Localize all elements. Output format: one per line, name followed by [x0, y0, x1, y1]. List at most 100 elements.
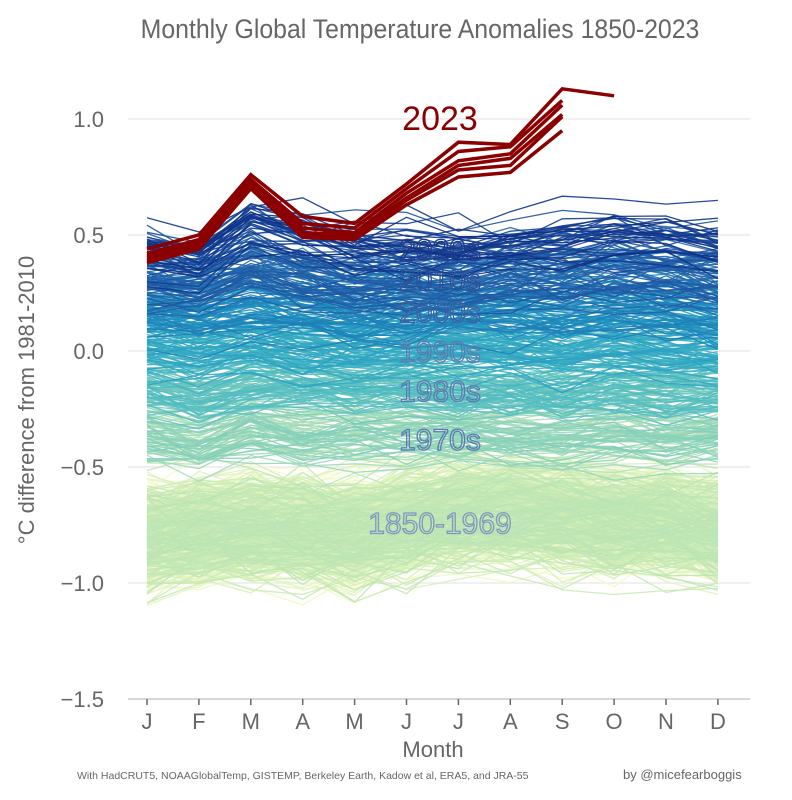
series-line-1970s [146, 421, 719, 461]
x-tick-label: A [295, 709, 310, 734]
y-tick-label: 1.0 [73, 107, 104, 132]
series-line-2010s [146, 243, 719, 295]
y-tick-label: −1.0 [61, 571, 104, 596]
series-line-1970s [146, 438, 718, 466]
series-line-2020s [146, 203, 718, 244]
x-tick-label: J [453, 709, 464, 734]
x-tick-label: S [555, 709, 570, 734]
series-line-2010s [146, 272, 719, 313]
series-line-1850-1969 [146, 505, 719, 548]
series-line-1850-1969 [146, 480, 718, 523]
series-line-1850-1969 [146, 490, 719, 549]
series-line-1970s [146, 420, 719, 453]
series-line-1990s [146, 360, 718, 387]
series-line-1970s [146, 417, 718, 451]
series-line-1990s [146, 354, 719, 376]
chart-title: Monthly Global Temperature Anomalies 185… [141, 15, 700, 44]
series-line-2010s [146, 284, 719, 323]
series-line-1980s [146, 395, 719, 414]
x-tick-label: F [192, 709, 205, 734]
highlight-line-dataset-1 [146, 86, 615, 251]
decade-label: 2000s [399, 297, 481, 330]
highlight-label-2023: 2023 [402, 100, 478, 138]
highlight-series [146, 86, 615, 265]
decade-label: 2010s [399, 264, 481, 297]
x-tick-label: N [658, 709, 674, 734]
data-source-caption: With HadCRUT5, NOAAGlobalTemp, GISTEMP, … [77, 770, 529, 782]
series-line-2010s [146, 270, 719, 309]
series-line-2010s [146, 280, 719, 315]
series-line-1850-1969 [146, 517, 719, 562]
series-line-2000s [146, 293, 719, 325]
x-axis-title: Month [402, 737, 463, 762]
series-line-2000s [146, 290, 718, 318]
series-line-2010s [146, 259, 718, 297]
series-line-1850-1969 [146, 529, 719, 581]
series-line-1850-1969 [146, 503, 718, 542]
series-line-1990s [146, 359, 719, 382]
series-line-1980s [146, 395, 718, 425]
x-tick-label: O [606, 709, 623, 734]
series-line-2000s [146, 297, 719, 331]
series-line-1990s [146, 337, 718, 367]
series-line-1990s [146, 351, 718, 376]
y-tick-label: −0.5 [61, 455, 104, 480]
series-line-1980s [146, 387, 718, 419]
y-axis-title: °C difference from 1981-2010 [14, 256, 39, 544]
series-line-1990s [146, 365, 718, 394]
series-line-2020s [146, 240, 719, 288]
decade-label: 1850-1969 [368, 508, 511, 541]
series-line-1850-1969 [146, 500, 719, 528]
series-line-1850-1969 [146, 503, 719, 549]
series-line-2010s [146, 256, 719, 303]
decade-label: 2020s [399, 234, 481, 267]
series-line-2000s [146, 327, 719, 360]
x-tick-label: M [242, 709, 260, 734]
series-line-1850-1969 [146, 560, 718, 604]
series-line-2000s [146, 312, 718, 347]
series-line-1850-1969 [146, 505, 719, 560]
series-line-2020s [146, 224, 719, 264]
series-line-2020s [146, 195, 718, 233]
series-line-2000s [146, 317, 719, 348]
y-tick-label: 0.5 [73, 223, 104, 248]
series-line-1970s [146, 418, 719, 445]
series-line-1850-1969 [146, 497, 718, 556]
author-credit: by @micefearboggis [623, 767, 742, 782]
series-line-2010s [146, 280, 718, 308]
series-line-1980s [146, 385, 719, 418]
series-line-1990s [146, 334, 718, 357]
series-line-1850-1969 [146, 503, 719, 556]
x-tick-label: D [710, 709, 726, 734]
y-tick-label: −1.5 [61, 687, 104, 712]
x-tick-label: A [503, 709, 518, 734]
y-axis: 1.0 0.5 0.0 −0.5 −1.0 −1.5 [61, 107, 104, 712]
series-line-1980s [146, 377, 719, 416]
series-line-1990s [146, 331, 719, 362]
series-line-1850-1969 [146, 527, 718, 578]
series-line-1970s [146, 422, 718, 443]
series-line-1980s [146, 378, 718, 407]
highlight-line-dataset-6 [146, 129, 564, 265]
series-line-1970s [146, 434, 719, 471]
series-line-1970s [146, 457, 718, 481]
y-tick-label: 0.0 [73, 339, 104, 364]
series-line-1850-1969 [146, 536, 719, 604]
series-line-2020s [146, 213, 719, 254]
series-line-1980s [146, 378, 718, 403]
x-tick-label: J [401, 709, 412, 734]
series-line-1850-1969 [146, 532, 719, 572]
series-line-2000s [146, 307, 719, 337]
background-series [146, 195, 719, 607]
series-line-2020s [146, 224, 718, 252]
series-line-2000s [146, 310, 718, 339]
series-line-1850-1969 [146, 501, 718, 548]
series-line-1850-1969 [146, 474, 719, 533]
series-line-2020s [146, 217, 718, 258]
x-tick-label: J [142, 709, 153, 734]
series-line-1990s [146, 360, 718, 391]
series-line-2020s [146, 250, 719, 280]
series-line-2020s [146, 216, 719, 270]
